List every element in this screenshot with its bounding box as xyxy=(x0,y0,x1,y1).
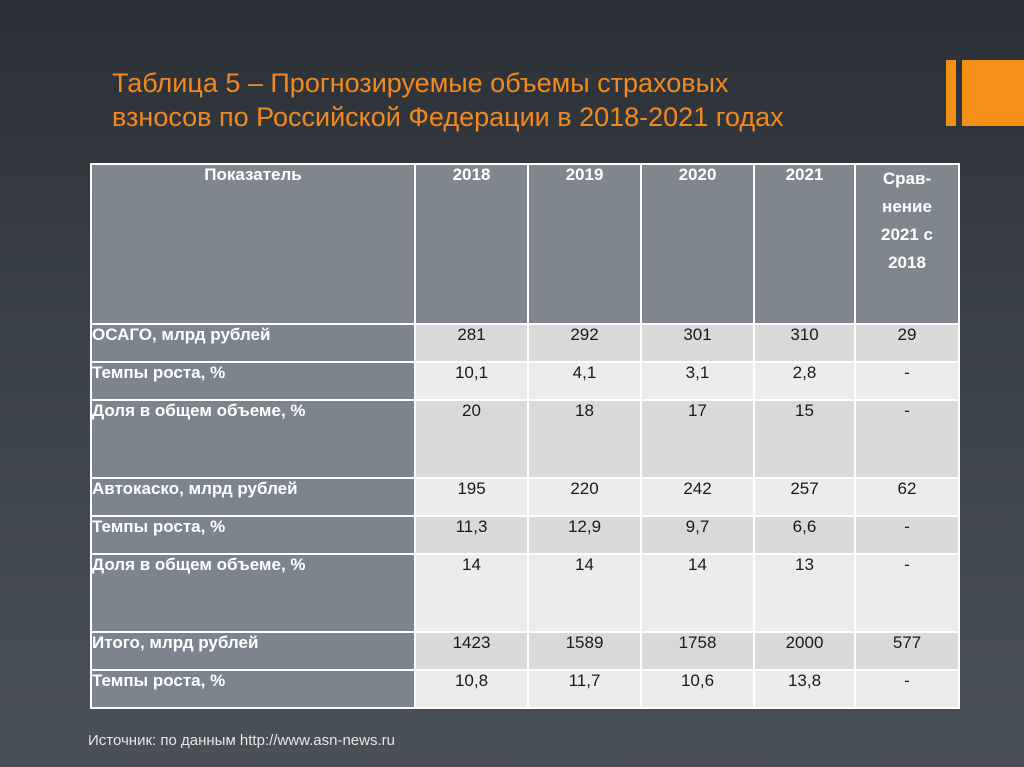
row-label: Автокаско, млрд рублей xyxy=(90,477,416,517)
cell-2018: 281 xyxy=(414,323,529,363)
header-comparison-line: 2021 с xyxy=(881,225,933,244)
cell-comparison: - xyxy=(854,553,960,633)
table-row: Итого, млрд рублей 1423 1589 1758 2000 5… xyxy=(90,631,960,671)
row-label: Темпы роста, % xyxy=(90,515,416,555)
cell-2021: 310 xyxy=(753,323,856,363)
cell-comparison: - xyxy=(854,361,960,401)
cell-2021: 15 xyxy=(753,399,856,479)
table-row: Доля в общем объеме, % 20 18 17 15 - xyxy=(90,399,960,479)
row-label: Темпы роста, % xyxy=(90,361,416,401)
header-2019: 2019 xyxy=(527,163,642,325)
header-2021: 2021 xyxy=(753,163,856,325)
cell-2021: 13,8 xyxy=(753,669,856,709)
table-row: Темпы роста, % 10,8 11,7 10,6 13,8 - xyxy=(90,669,960,709)
cell-2019: 12,9 xyxy=(527,515,642,555)
cell-2020: 14 xyxy=(640,553,755,633)
header-comparison-line: 2018 xyxy=(888,253,926,272)
cell-2020: 301 xyxy=(640,323,755,363)
cell-2018: 14 xyxy=(414,553,529,633)
cell-2020: 3,1 xyxy=(640,361,755,401)
table-row: Темпы роста, % 10,1 4,1 3,1 2,8 - xyxy=(90,361,960,401)
cell-2021: 2000 xyxy=(753,631,856,671)
cell-2021: 2,8 xyxy=(753,361,856,401)
header-2018: 2018 xyxy=(414,163,529,325)
cell-2018: 11,3 xyxy=(414,515,529,555)
table-row: Доля в общем объеме, % 14 14 14 13 - xyxy=(90,553,960,633)
cell-2020: 242 xyxy=(640,477,755,517)
cell-2019: 1589 xyxy=(527,631,642,671)
row-label: Темпы роста, % xyxy=(90,669,416,709)
cell-comparison: - xyxy=(854,515,960,555)
cell-2020: 10,6 xyxy=(640,669,755,709)
cell-2019: 14 xyxy=(527,553,642,633)
cell-2021: 6,6 xyxy=(753,515,856,555)
row-label: ОСАГО, млрд рублей xyxy=(90,323,416,363)
row-label: Доля в общем объеме, % xyxy=(90,553,416,633)
cell-comparison: - xyxy=(854,669,960,709)
cell-2020: 9,7 xyxy=(640,515,755,555)
table-row: ОСАГО, млрд рублей 281 292 301 310 29 xyxy=(90,323,960,363)
cell-2019: 11,7 xyxy=(527,669,642,709)
table-row: Автокаско, млрд рублей 195 220 242 257 6… xyxy=(90,477,960,517)
row-label: Доля в общем объеме, % xyxy=(90,399,416,479)
cell-2019: 220 xyxy=(527,477,642,517)
cell-2018: 10,1 xyxy=(414,361,529,401)
row-label: Итого, млрд рублей xyxy=(90,631,416,671)
cell-2018: 1423 xyxy=(414,631,529,671)
header-comparison-line: Срав- xyxy=(882,169,932,188)
cell-comparison: - xyxy=(854,399,960,479)
cell-comparison: 29 xyxy=(854,323,960,363)
cell-2019: 4,1 xyxy=(527,361,642,401)
cell-2020: 1758 xyxy=(640,631,755,671)
cell-comparison: 577 xyxy=(854,631,960,671)
cell-2018: 10,8 xyxy=(414,669,529,709)
header-2020: 2020 xyxy=(640,163,755,325)
header-comparison-line: нение xyxy=(882,197,932,216)
cell-2019: 292 xyxy=(527,323,642,363)
cell-2018: 195 xyxy=(414,477,529,517)
cell-2020: 17 xyxy=(640,399,755,479)
cell-2021: 257 xyxy=(753,477,856,517)
cell-comparison: 62 xyxy=(854,477,960,517)
cell-2018: 20 xyxy=(414,399,529,479)
header-comparison: Срав- нение 2021 с 2018 xyxy=(854,163,960,325)
slide-title-line-1: Таблица 5 – Прогнозируемые объемы страхо… xyxy=(112,68,729,98)
table-header-row: Показатель 2018 2019 2020 2021 Срав- нен… xyxy=(90,163,960,325)
cell-2021: 13 xyxy=(753,553,856,633)
header-indicator: Показатель xyxy=(90,163,416,325)
cell-2019: 18 xyxy=(527,399,642,479)
accent-bar xyxy=(946,60,956,126)
slide-title-line-2: взносов по Российской Федерации в 2018-2… xyxy=(112,102,784,132)
premiums-table: Показатель 2018 2019 2020 2021 Срав- нен… xyxy=(90,163,960,709)
slide-title: Таблица 5 – Прогнозируемые объемы страхо… xyxy=(112,66,912,134)
source-note: Источник: по данным http://www.asn-news.… xyxy=(88,732,395,749)
accent-block xyxy=(962,60,1024,126)
table-row: Темпы роста, % 11,3 12,9 9,7 6,6 - xyxy=(90,515,960,555)
